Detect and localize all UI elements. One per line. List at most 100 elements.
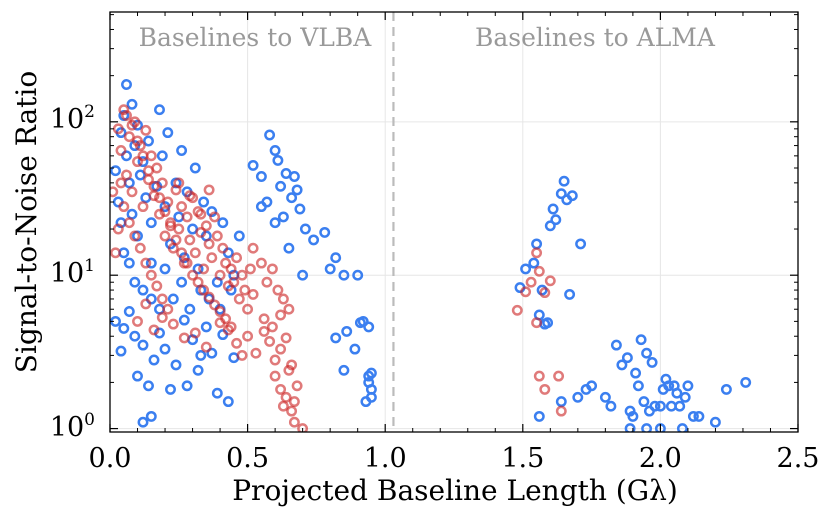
scatter-point-blue: [550, 214, 562, 226]
scatter-point-red: [159, 230, 171, 242]
scatter-point-red: [244, 263, 256, 275]
scatter-point-red: [533, 370, 545, 382]
scatter-point-blue: [143, 135, 154, 147]
scatter-point-red: [156, 312, 168, 323]
scatter-point-blue: [299, 223, 311, 235]
scatter-point-blue: [357, 315, 369, 327]
scatter-point-red: [531, 247, 543, 259]
scatter-point-blue: [365, 391, 377, 403]
scatter-point-blue: [624, 405, 636, 417]
scatter-point-red: [283, 303, 295, 315]
scatter-point-blue: [123, 257, 135, 269]
scatter-point-blue: [176, 145, 188, 156]
scatter-point-blue: [233, 230, 245, 242]
scatter-point-blue: [654, 400, 666, 412]
scatter-point-red: [266, 321, 278, 333]
scatter-point-blue: [649, 400, 661, 412]
scatter-point-blue: [272, 154, 284, 166]
scatter-point-red: [258, 313, 270, 325]
scatter-point-blue: [198, 196, 210, 208]
scatter-point-blue: [148, 354, 160, 366]
scatter-point-red: [156, 293, 168, 305]
scatter-point-blue: [533, 410, 545, 422]
scatter-point-red: [143, 165, 154, 177]
scatter-point-red: [195, 208, 207, 220]
scatter-point-red: [266, 263, 278, 275]
scatter-point-red: [170, 234, 182, 246]
scatter-point-red: [167, 318, 179, 330]
scatter-point-red: [162, 303, 174, 315]
scatter-point-red: [110, 186, 119, 198]
scatter-point-red: [195, 226, 207, 238]
scatter-point-blue: [349, 343, 361, 355]
scatter-point-blue: [264, 129, 276, 141]
scatter-point-red: [148, 324, 160, 336]
scatter-point-red: [220, 257, 232, 269]
scatter-point-red: [126, 186, 138, 198]
scatter-point-red: [269, 370, 281, 382]
x-tick-label: 2.5: [777, 443, 820, 474]
y-tick-label-10: 101: [50, 256, 95, 289]
scatter-point-red: [288, 396, 300, 408]
scatter-point-red: [533, 265, 545, 277]
scatter-point-red: [132, 135, 143, 147]
scatter-point-blue: [132, 370, 143, 382]
scatter-point-blue: [275, 180, 287, 192]
scatter-point-blue: [621, 352, 633, 364]
scatter-point-red: [118, 201, 130, 213]
scatter-point-blue: [137, 284, 149, 296]
scatter-point-red: [286, 359, 298, 371]
scatter-point-blue: [616, 359, 628, 371]
scatter-point-red: [275, 309, 287, 321]
scatter-point-blue: [181, 380, 193, 392]
scatter-point-red: [184, 234, 196, 246]
x-tick-label: 0.0: [89, 443, 132, 474]
scatter-point-blue: [338, 269, 350, 281]
x-tick-label: 1.5: [501, 443, 544, 474]
scatter-point-red: [112, 223, 124, 235]
scatter-point-red: [242, 303, 254, 315]
scatter-point-red: [275, 383, 287, 395]
scatter-point-blue: [693, 410, 705, 422]
scatter-point-red: [165, 220, 176, 232]
scatter-point-red: [189, 247, 201, 259]
scatter-point-blue: [145, 410, 157, 422]
scatter-point-red: [140, 257, 152, 269]
scatter-point-red: [148, 180, 160, 192]
axis-ticks: [109, 12, 799, 432]
scatter-point-blue: [682, 380, 694, 392]
scatter-point-red: [275, 343, 287, 355]
y-axis-title: Signal-to-Noise Ratio: [10, 71, 43, 373]
scatter-point-red: [140, 124, 152, 136]
scatter-point-blue: [286, 192, 298, 204]
scatter-point-blue: [352, 269, 364, 281]
scatter-point-red: [261, 276, 273, 288]
scatter-point-blue: [291, 184, 303, 196]
scatter-point-red: [214, 306, 226, 317]
scatter-point-blue: [154, 104, 165, 116]
scatter-point-blue: [630, 367, 642, 379]
scatter-point-red: [154, 192, 165, 204]
scatter-point-blue: [115, 345, 127, 357]
scatter-point-red: [269, 354, 281, 366]
y-tick-label-100: 102: [50, 102, 95, 135]
scatter-point-blue: [638, 396, 650, 408]
scatter-point-blue: [558, 175, 570, 187]
scatter-point-red: [112, 123, 124, 135]
scatter-point-red: [255, 257, 267, 269]
scatter-point-blue: [137, 156, 149, 168]
scatter-point-blue: [341, 325, 353, 337]
scatter-point-blue: [687, 410, 699, 422]
scatter-point-red: [145, 269, 157, 281]
scatter-point-red: [187, 269, 199, 281]
scatter-point-red: [291, 380, 303, 392]
scatter-point-blue: [206, 347, 218, 359]
scatter-point-blue: [255, 201, 267, 213]
scatter-point-red: [531, 317, 543, 329]
scatter-point-blue: [610, 339, 622, 351]
scatter-point-red: [123, 217, 135, 229]
scatter-point-blue: [330, 252, 342, 264]
y-tick-label-1: 100: [50, 410, 95, 443]
scatter-point-blue: [195, 349, 207, 361]
